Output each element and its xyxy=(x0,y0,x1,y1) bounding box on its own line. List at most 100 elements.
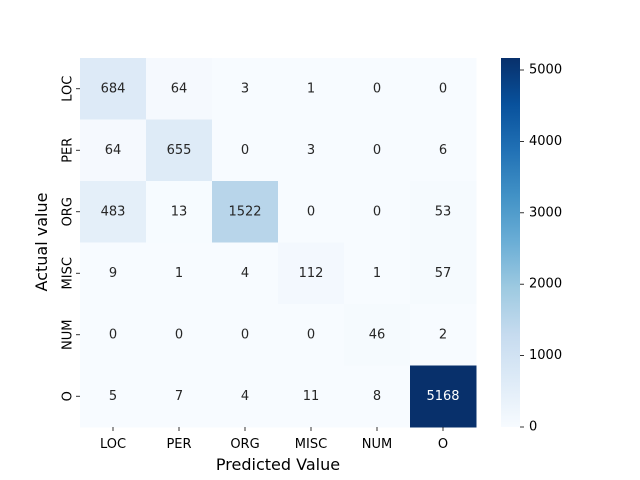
x-tick-label: PER xyxy=(166,437,191,452)
heatmap-cell-PER-LOC xyxy=(80,119,147,182)
heatmap-cell-PER-MISC xyxy=(278,119,345,182)
heatmap-cell-value: 1 xyxy=(175,266,183,281)
x-axis-ticks: LOC PER ORG MISC NUM O xyxy=(100,427,448,452)
heatmap-cell-ORG-O xyxy=(410,181,477,243)
heatmap-cell-value: 483 xyxy=(101,204,126,219)
colorbar-tick-label: 3000 xyxy=(529,205,562,220)
heatmap-cell-O-MISC xyxy=(278,365,345,428)
x-tick-label: O xyxy=(438,437,448,452)
y-tick-label: ORG xyxy=(61,197,76,226)
heatmap-cell-value: 64 xyxy=(105,143,122,158)
heatmap-cell-value: 57 xyxy=(435,266,452,281)
heatmap-cell-MISC-LOC xyxy=(80,242,147,305)
x-tick-label: MISC xyxy=(295,437,327,452)
y-tick-label: LOC xyxy=(61,76,76,102)
x-axis-label: Predicted Value xyxy=(216,455,340,474)
heatmap-cell-O-ORG xyxy=(212,365,279,428)
heatmap-cell-ORG-LOC xyxy=(80,181,147,243)
heatmap-cell-value: 684 xyxy=(101,81,126,96)
heatmap-cell-LOC-NUM xyxy=(344,58,411,120)
heatmap-cell-NUM-LOC xyxy=(80,304,147,366)
heatmap-cell-value: 0 xyxy=(307,204,315,219)
heatmap-cell-value: 0 xyxy=(373,81,381,96)
heatmap-cell-O-NUM xyxy=(344,365,411,428)
heatmap-cell-MISC-PER xyxy=(146,242,213,305)
x-tick-label: LOC xyxy=(100,437,126,452)
colorbar-tick-label: 2000 xyxy=(529,277,562,292)
heatmap-cell-value: 112 xyxy=(299,266,324,281)
heatmap-cell-MISC-ORG xyxy=(212,242,279,305)
heatmap-cell-NUM-ORG xyxy=(212,304,279,366)
heatmap-cell-value: 9 xyxy=(109,266,117,281)
x-tick-label: ORG xyxy=(230,437,259,452)
heatmap-cell-ORG-PER xyxy=(146,181,213,243)
colorbar: 0 1000 2000 3000 4000 5000 xyxy=(501,58,562,435)
heatmap-cell-ORG-MISC xyxy=(278,181,345,243)
heatmap-cell-NUM-MISC xyxy=(278,304,345,366)
y-tick-label: PER xyxy=(61,138,76,163)
heatmap-cell-value: 3 xyxy=(307,143,315,158)
y-axis-label: Actual value xyxy=(32,193,51,292)
heatmap-cell-value: 5 xyxy=(109,389,117,404)
heatmap-cell-value: 0 xyxy=(175,327,183,342)
heatmap-cell-value: 8 xyxy=(373,389,381,404)
heatmap-cell-PER-O xyxy=(410,119,477,182)
heatmap-cell-value: 0 xyxy=(307,327,315,342)
heatmap-cell-value: 0 xyxy=(109,327,117,342)
heatmap-cell-value: 13 xyxy=(171,204,188,219)
heatmap-cell-value: 5168 xyxy=(426,389,459,404)
heatmap-cell-LOC-O xyxy=(410,58,477,120)
heatmap-cell-value: 2 xyxy=(439,327,447,342)
heatmap-cell-PER-PER xyxy=(146,119,213,182)
heatmap-cell-MISC-O xyxy=(410,242,477,305)
colorbar-tick-label: 4000 xyxy=(529,134,562,149)
heatmap-cell-NUM-NUM xyxy=(344,304,411,366)
heatmap-cell-MISC-MISC xyxy=(278,242,345,305)
heatmap-cell-O-PER xyxy=(146,365,213,428)
colorbar-gradient xyxy=(501,58,520,427)
heatmap-cell-O-LOC xyxy=(80,365,147,428)
heatmap-cell-value: 7 xyxy=(175,389,183,404)
heatmap-cell-value: 0 xyxy=(373,143,381,158)
y-tick-label: NUM xyxy=(61,320,76,350)
heatmap-cell-value: 0 xyxy=(373,204,381,219)
heatmap-cell-NUM-PER xyxy=(146,304,213,366)
heatmap-cell-value: 3 xyxy=(241,81,249,96)
heatmap-cell-LOC-PER xyxy=(146,58,213,120)
heatmap-cell-PER-NUM xyxy=(344,119,411,182)
heatmap-cell-LOC-ORG xyxy=(212,58,279,120)
heatmap-cell-value: 4 xyxy=(241,266,249,281)
heatmap-cell-value: 0 xyxy=(241,143,249,158)
heatmap-cell-value: 1 xyxy=(307,81,315,96)
heatmap-cell-value: 0 xyxy=(439,81,447,96)
heatmap-cell-value: 1522 xyxy=(228,204,261,219)
heatmap-cell-O-O xyxy=(410,365,477,428)
heatmap-cell-value: 4 xyxy=(241,389,249,404)
heatmap-cell-value: 1 xyxy=(373,266,381,281)
heatmap-cell-NUM-O xyxy=(410,304,477,366)
y-axis-ticks: LOC PER ORG MISC NUM O xyxy=(61,76,80,401)
heatmap-cell-value: 6 xyxy=(439,143,447,158)
heatmap-cell-LOC-LOC xyxy=(80,58,147,120)
heatmap-cell-MISC-NUM xyxy=(344,242,411,305)
y-tick-label: MISC xyxy=(61,257,76,289)
heatmap-cell-value: 46 xyxy=(369,327,386,342)
heatmap-cell-ORG-NUM xyxy=(344,181,411,243)
heatmap-cell-ORG-ORG xyxy=(212,181,279,243)
heatmap-cells xyxy=(80,58,477,428)
heatmap-cell-value: 11 xyxy=(303,389,320,404)
colorbar-tick-label: 5000 xyxy=(529,62,562,77)
heatmap-cell-value: 655 xyxy=(167,143,192,158)
heatmap-cell-PER-ORG xyxy=(212,119,279,182)
heatmap-cell-value: 53 xyxy=(435,204,452,219)
heatmap-cell-value: 64 xyxy=(171,81,188,96)
heatmap-cell-value: 0 xyxy=(241,327,249,342)
colorbar-tick-label: 0 xyxy=(529,420,537,435)
x-tick-label: NUM xyxy=(362,437,392,452)
y-tick-label: O xyxy=(61,391,76,401)
colorbar-tick-label: 1000 xyxy=(529,348,562,363)
heatmap-cell-LOC-MISC xyxy=(278,58,345,120)
